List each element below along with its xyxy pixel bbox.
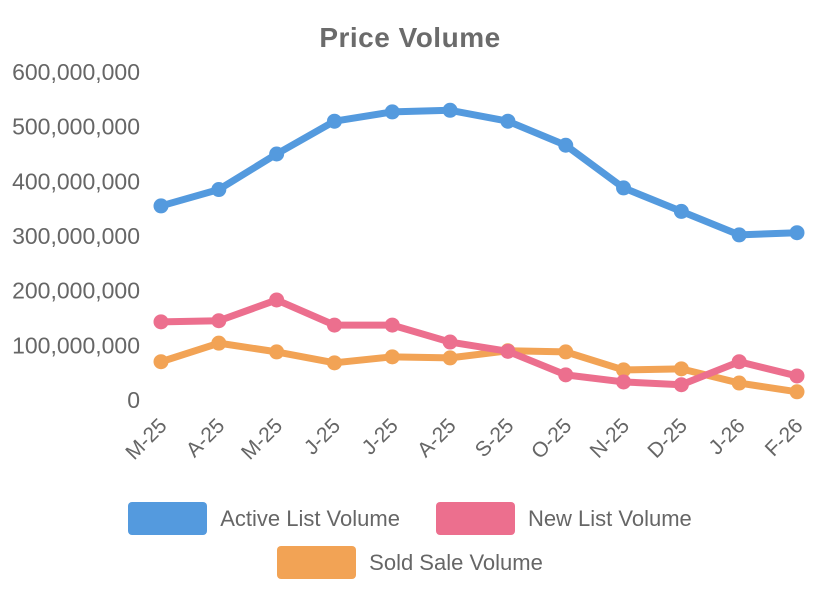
legend-swatch-sold-sale-volume <box>277 546 357 579</box>
legend-item-sold-sale-volume: Sold Sale Volume <box>277 546 543 579</box>
data-point-active-list-volume-j-25 <box>326 113 342 129</box>
x-tick-label: S-25 <box>471 414 519 462</box>
data-point-new-list-volume-j-25 <box>384 317 400 333</box>
data-point-sold-sale-volume-a-25 <box>211 335 227 351</box>
legend-row: Active List Volume New List Volume <box>128 502 692 535</box>
x-tick-label: M-25 <box>237 414 287 464</box>
legend-row: Sold Sale Volume <box>277 546 543 579</box>
data-point-new-list-volume-f-26 <box>789 368 805 384</box>
x-tick-label: D-25 <box>643 414 691 462</box>
data-point-new-list-volume-d-25 <box>673 377 689 393</box>
data-point-active-list-volume-f-26 <box>789 225 805 241</box>
legend-swatch-active-list-volume <box>128 502 208 535</box>
data-point-new-list-volume-j-26 <box>731 354 747 370</box>
chart-legend: Active List Volume New List Volume Sold Sa… <box>0 502 820 579</box>
y-tick-label: 100,000,000 <box>12 332 140 358</box>
data-point-active-list-volume-m-25 <box>269 146 285 162</box>
y-tick-label: 500,000,000 <box>12 114 140 140</box>
data-point-active-list-volume-o-25 <box>558 137 574 153</box>
x-tick-label: O-25 <box>527 414 576 463</box>
chart-title: Price Volume <box>319 22 501 53</box>
y-tick-label: 300,000,000 <box>12 223 140 249</box>
data-point-sold-sale-volume-f-26 <box>789 384 805 400</box>
data-point-sold-sale-volume-j-25 <box>326 355 342 371</box>
data-point-new-list-volume-j-25 <box>326 317 342 333</box>
data-point-new-list-volume-m-25 <box>153 314 169 330</box>
data-point-active-list-volume-s-25 <box>500 113 516 129</box>
data-point-sold-sale-volume-o-25 <box>558 344 574 360</box>
y-tick-label: 0 <box>127 387 140 413</box>
data-point-sold-sale-volume-m-25 <box>269 344 285 360</box>
data-point-sold-sale-volume-j-25 <box>384 349 400 365</box>
data-point-new-list-volume-m-25 <box>269 292 285 308</box>
x-tick-label: F-26 <box>761 414 808 461</box>
data-point-sold-sale-volume-d-25 <box>673 361 689 377</box>
data-point-new-list-volume-n-25 <box>616 374 632 390</box>
data-point-new-list-volume-a-25 <box>211 313 227 329</box>
series-line-new-list-volume <box>157 296 801 389</box>
data-point-active-list-volume-j-26 <box>731 227 747 243</box>
x-tick-label: J-25 <box>300 414 345 459</box>
x-tick-label: J-25 <box>358 414 403 459</box>
series-line-active-list-volume <box>157 106 801 239</box>
data-point-sold-sale-volume-j-26 <box>731 375 747 391</box>
plot-area: 0 100,000,000 200,000,000 300,000,000 400,00… <box>12 59 808 464</box>
data-point-active-list-volume-m-25 <box>153 198 169 214</box>
data-point-new-list-volume-a-25 <box>442 334 458 350</box>
legend-label: Sold Sale Volume <box>369 549 543 575</box>
data-point-sold-sale-volume-a-25 <box>442 350 458 366</box>
data-point-sold-sale-volume-m-25 <box>153 354 169 370</box>
x-tick-label: J-26 <box>705 414 750 459</box>
legend-label: Active List Volume <box>220 505 400 531</box>
x-tick-label: A-25 <box>413 414 461 462</box>
data-point-active-list-volume-a-25 <box>211 182 227 198</box>
y-tick-label: 600,000,000 <box>12 59 140 85</box>
data-point-new-list-volume-o-25 <box>558 367 574 383</box>
data-point-active-list-volume-d-25 <box>673 203 689 219</box>
data-point-new-list-volume-s-25 <box>500 343 516 359</box>
x-tick-label: A-25 <box>182 414 230 462</box>
series-line-sold-sale-volume <box>157 339 801 396</box>
data-point-active-list-volume-n-25 <box>616 180 632 196</box>
data-point-active-list-volume-a-25 <box>442 102 458 118</box>
legend-item-active-list-volume: Active List Volume <box>128 502 400 535</box>
legend-label: New List Volume <box>527 505 692 531</box>
x-tick-label: N-25 <box>586 414 634 462</box>
data-point-sold-sale-volume-n-25 <box>616 362 632 378</box>
y-tick-label: 400,000,000 <box>12 168 140 194</box>
legend-item-new-list-volume: New List Volume <box>435 502 692 535</box>
legend-swatch-new-list-volume <box>435 502 515 535</box>
y-tick-label: 200,000,000 <box>12 278 140 304</box>
data-point-active-list-volume-j-25 <box>384 104 400 120</box>
x-tick-label: M-25 <box>121 414 171 464</box>
